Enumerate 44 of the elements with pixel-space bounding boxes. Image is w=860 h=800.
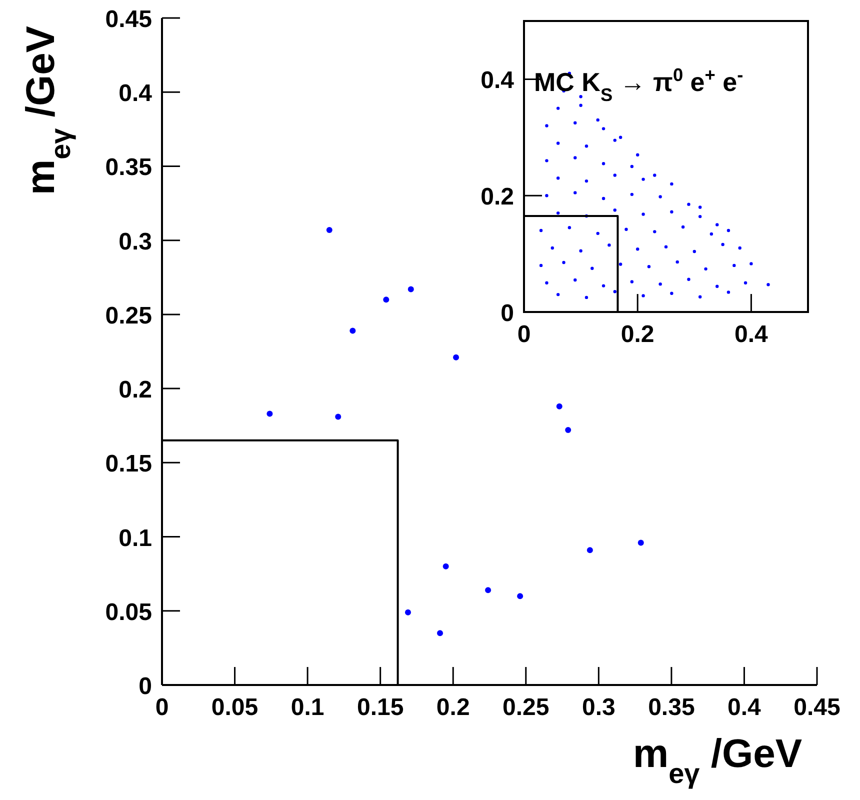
point [404,609,411,616]
y-tick-label: 0.15 [105,450,152,478]
point [453,354,460,360]
x-axis-title: m$_{eγ}$ /GeV [633,732,802,788]
y-tick-label: 0.35 [105,154,152,182]
y-tick-label: 0.45 [105,6,152,33]
x-tick-label: 0.4 [728,694,762,721]
text: MC K$_{S}$ → π$^{0}$ e$^{+}$ e$^{-}$ [534,65,744,105]
x-tick-label: 0.3 [582,694,616,721]
point [517,593,524,600]
y-tick-label: 0.3 [118,228,152,256]
x-tick-label: 0 [517,321,531,348]
x-tick-label: 0.25 [502,694,550,721]
y-tick-label: 0.25 [105,302,152,330]
x-tick-label: 0.45 [794,694,840,721]
point [556,403,562,410]
y-tick-label: 0.4 [480,67,515,94]
x-tick-label: 0 [155,694,169,721]
point [350,328,356,334]
point [485,587,492,594]
point [565,427,572,434]
x-tick-label: 0.35 [648,694,695,721]
y-tick-label: 0.1 [118,524,152,552]
y-tick-label: 0.2 [480,184,514,211]
x-tick-label: 0.15 [356,694,404,721]
point [638,540,644,546]
y-tick-label: 0 [138,673,152,700]
point [383,296,390,303]
x-tick-label: 0.05 [211,694,258,721]
y-tick-label: 0.4 [118,80,153,108]
point [437,630,444,636]
x-tick-label: 0.1 [290,694,324,721]
x-tick-label: 0.2 [436,694,470,721]
point [335,414,342,420]
point [266,410,273,417]
y-tick-label: 0 [500,300,514,327]
point [442,563,449,570]
point [586,547,593,554]
point [408,286,414,292]
y-tick-label: 0.05 [105,598,152,626]
y-tick-label: 0.2 [118,376,152,404]
point [326,226,332,233]
x-tick-label: 0.2 [620,321,654,348]
x-tick-label: 0.4 [734,321,769,348]
